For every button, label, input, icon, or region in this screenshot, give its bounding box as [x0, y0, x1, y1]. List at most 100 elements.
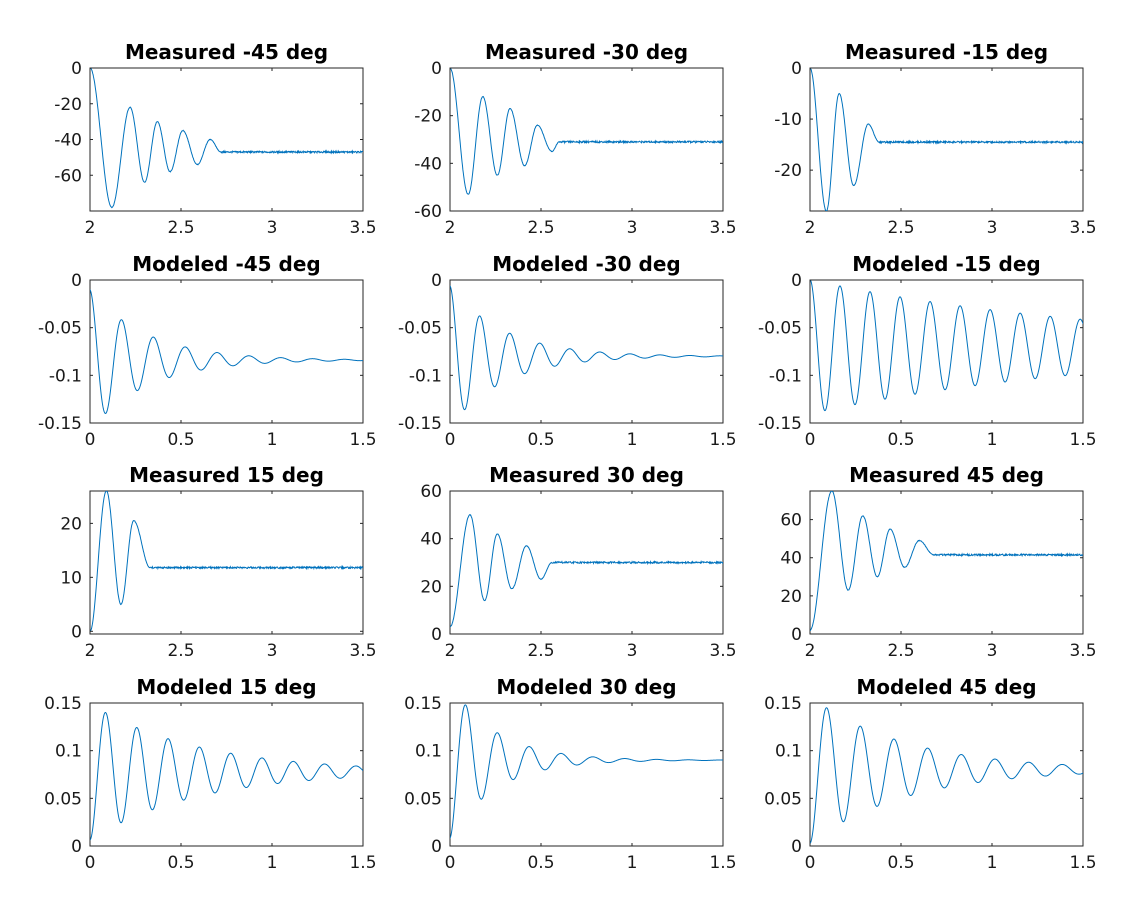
x-tick-label: 2 [445, 641, 456, 661]
y-tick-label: -60 [414, 202, 442, 222]
y-tick-label: -0.05 [398, 319, 442, 339]
y-tick-label: 0.15 [404, 694, 442, 714]
plot-area [449, 279, 724, 424]
x-tick-label: 3 [267, 641, 278, 661]
y-tick-label: 0.05 [404, 789, 442, 809]
x-tick-label: 0.5 [167, 853, 194, 873]
x-tick-label: 0.5 [887, 853, 914, 873]
subplot-title: Measured -45 deg [125, 40, 328, 64]
y-tick-label: 60 [780, 511, 802, 531]
x-tick-label: 0.5 [527, 430, 554, 450]
y-tick-label: -0.15 [38, 414, 82, 434]
subplot-title: Modeled 45 deg [856, 675, 1036, 699]
y-tick-label: 0 [431, 625, 442, 645]
subplot-title: Measured 45 deg [849, 463, 1044, 487]
subplot-8: Measured 30 deg 2 2.5 3 3.5 0 20 40 60 [420, 463, 736, 661]
plot-area [89, 490, 364, 635]
series-line [90, 289, 363, 414]
plot-area [809, 279, 1084, 424]
x-tick-label: 3.5 [349, 218, 376, 238]
plot-area [449, 702, 724, 847]
y-tick-label: 0 [71, 59, 82, 79]
series-line [450, 285, 723, 411]
x-tick-label: 1.5 [349, 430, 376, 450]
plot-area [809, 490, 1084, 635]
x-tick-label: 0.5 [167, 430, 194, 450]
y-tick-label: -40 [414, 154, 442, 174]
y-tick-label: -10 [774, 110, 802, 130]
subplot-11: Modeled 30 deg 0 0.5 1 1.5 0 0.05 0.1 0.15 [404, 675, 736, 873]
x-tick-label: 2 [85, 641, 96, 661]
subplot-1: Measured -45 deg 2 2.5 3 3.5 0 -20 -40 -60 [54, 40, 376, 238]
series-line [810, 707, 1083, 844]
y-tick-label: -0.05 [758, 319, 802, 339]
x-tick-label: 1.5 [1069, 430, 1096, 450]
y-tick-label: -0.15 [398, 414, 442, 434]
plot-area [89, 67, 364, 212]
subplot-title: Modeled 15 deg [136, 675, 316, 699]
x-tick-label: 1.5 [349, 853, 376, 873]
y-tick-label: 40 [780, 549, 802, 569]
x-tick-label: 3 [987, 641, 998, 661]
y-tick-label: 0 [791, 59, 802, 79]
y-tick-label: 0 [791, 625, 802, 645]
x-tick-label: 2 [805, 641, 816, 661]
y-tick-label: -40 [54, 131, 82, 151]
subplot-7: Measured 15 deg 2 2.5 3 3.5 0 10 20 [60, 463, 376, 661]
x-tick-label: 0 [85, 853, 96, 873]
subplot-title: Modeled -15 deg [852, 252, 1041, 276]
y-tick-label: -0.05 [38, 319, 82, 339]
y-tick-label: 0.15 [764, 694, 802, 714]
series-line [810, 491, 1083, 631]
subplot-3: Measured -15 deg 2 2.5 3 3.5 -10 -20 0 [774, 40, 1096, 238]
y-tick-label: 0 [431, 271, 442, 291]
y-tick-label: 0.05 [764, 789, 802, 809]
x-tick-label: 2 [805, 218, 816, 238]
series-line [450, 704, 723, 839]
x-tick-label: 2 [85, 218, 96, 238]
x-tick-label: 1 [627, 853, 638, 873]
series-line [810, 68, 1083, 211]
subplot-10: Modeled 15 deg 0 0.5 1 1.5 0 0.05 0.1 0.15 [44, 675, 376, 873]
x-tick-label: 1 [267, 853, 278, 873]
y-tick-label: 40 [420, 530, 442, 550]
series-line [810, 280, 1083, 412]
x-tick-label: 0 [805, 430, 816, 450]
y-tick-label: 20 [60, 514, 82, 534]
x-tick-label: 1 [267, 430, 278, 450]
y-tick-label: 60 [420, 482, 442, 502]
x-tick-label: 3 [627, 641, 638, 661]
y-tick-label: 0 [71, 837, 82, 857]
series-line [90, 68, 363, 209]
x-tick-label: 1.5 [709, 430, 736, 450]
x-tick-label: 1.5 [1069, 853, 1096, 873]
y-tick-label: 0.1 [415, 742, 442, 762]
x-tick-label: 2.5 [167, 641, 194, 661]
x-tick-label: 3 [987, 218, 998, 238]
x-tick-label: 2.5 [887, 641, 914, 661]
x-tick-label: 1 [627, 430, 638, 450]
y-tick-label: 0.1 [775, 742, 802, 762]
x-tick-label: 0 [445, 430, 456, 450]
subplot-5: Modeled -30 deg 0 0.5 1 1.5 0 -0.05 -0.1 -0.15 [398, 252, 737, 450]
y-tick-label: 0 [791, 837, 802, 857]
subplot-title: Measured 15 deg [129, 463, 324, 487]
y-tick-label: 20 [780, 587, 802, 607]
subplot-12: Modeled 45 deg 0 0.5 1 1.5 0 0.05 0.1 0.15 [764, 675, 1096, 873]
y-tick-label: 20 [420, 577, 442, 597]
x-tick-label: 0 [445, 853, 456, 873]
subplot-2: Measured -30 deg 2 2.5 3 3.5 0 -20 -40 -60 [414, 40, 736, 238]
x-tick-label: 3.5 [709, 641, 736, 661]
x-tick-label: 2.5 [527, 218, 554, 238]
subplot-4: Modeled -45 deg 0 0.5 1 1.5 0 -0.05 -0.1 -0.15 [38, 252, 377, 450]
series-line [90, 491, 363, 632]
y-tick-label: 0 [71, 271, 82, 291]
subplot-9: Measured 45 deg 2 2.5 3 3.5 0 20 40 60 [780, 463, 1096, 661]
x-tick-label: 3 [267, 218, 278, 238]
y-tick-label: -0.15 [758, 414, 802, 434]
x-tick-label: 0 [85, 430, 96, 450]
subplot-title: Measured -30 deg [485, 40, 688, 64]
plot-area [809, 67, 1084, 212]
y-tick-label: 0 [431, 59, 442, 79]
